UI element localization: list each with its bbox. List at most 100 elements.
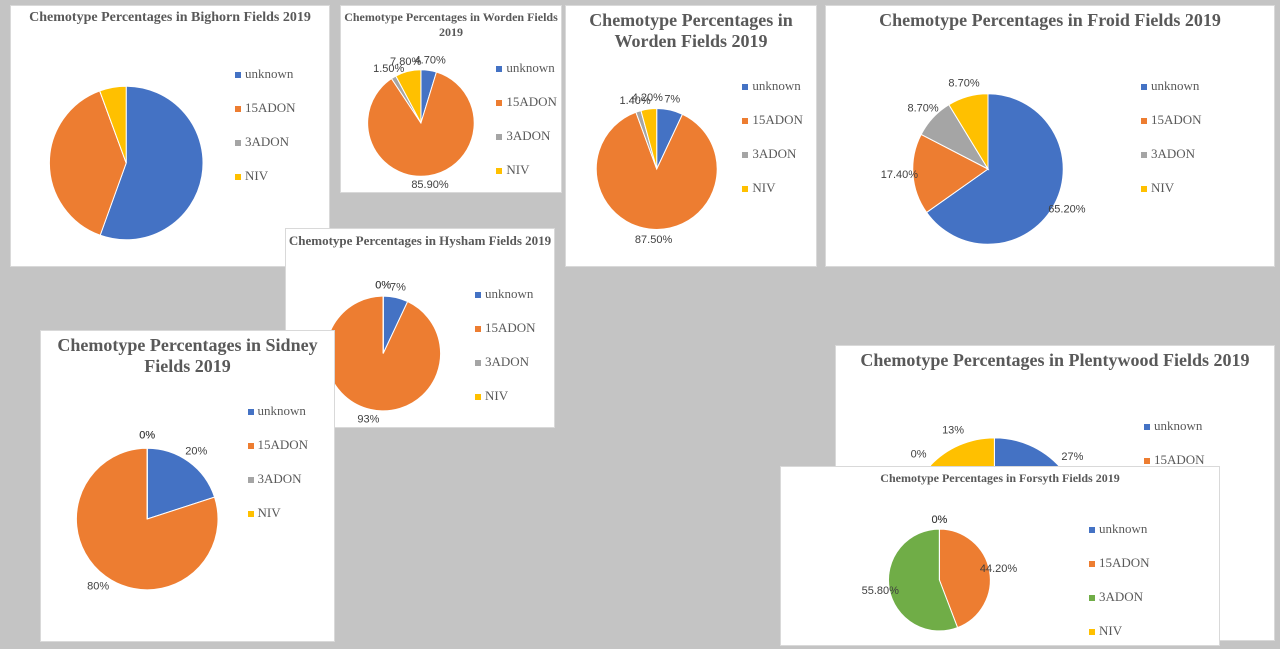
legend-label: 3ADON xyxy=(257,471,302,486)
legend: unknown 15ADON 3ADON NIV xyxy=(247,403,309,539)
pie-slice xyxy=(99,85,204,241)
legend-swatch xyxy=(1089,527,1095,534)
pie-chart: 7% 87.50% 1.40%4.20% xyxy=(595,92,718,246)
legend-swatch xyxy=(235,106,241,113)
chart-panel: 0% 44.20% 55.80% 0% unknown 15ADON 3ADON NIV Che… xyxy=(780,466,1220,646)
data-label: 20% xyxy=(185,445,207,457)
pie-slice xyxy=(925,93,1064,245)
legend-swatch xyxy=(247,409,254,416)
pie-slice xyxy=(48,90,127,236)
legend-swatch xyxy=(1141,84,1147,91)
data-label: 0% xyxy=(931,514,947,526)
data-label: 55.80% xyxy=(862,585,900,597)
legend-item: 15ADON xyxy=(1144,452,1205,468)
data-label: 80% xyxy=(87,580,109,592)
legend-item: NIV xyxy=(235,168,296,184)
legend-swatch xyxy=(475,326,481,333)
legend-swatch xyxy=(496,100,503,107)
legend-item: 3ADON xyxy=(247,471,309,487)
pie-slice xyxy=(948,93,989,171)
legend-item: unknown xyxy=(1089,521,1150,537)
legend-item: unknown xyxy=(235,66,296,82)
pie-slice xyxy=(595,111,718,230)
legend-label: unknown xyxy=(257,403,306,418)
legend-swatch xyxy=(1141,118,1147,125)
chart-panel: 20% 80% 0% 0% unknown 15ADON 3ADON NIV Chemotype… xyxy=(40,330,335,642)
legend-label: 3ADON xyxy=(1151,146,1196,161)
legend-item: 15ADON xyxy=(1141,112,1202,128)
legend-item: NIV xyxy=(475,388,536,404)
legend-swatch xyxy=(496,168,503,175)
legend-item: 15ADON xyxy=(496,94,557,110)
legend-label: unknown xyxy=(245,66,294,81)
legend-item: 3ADON xyxy=(1141,146,1202,162)
legend-item: 15ADON xyxy=(742,112,803,128)
data-label: 7.80% xyxy=(390,56,421,68)
legend-swatch xyxy=(247,477,254,484)
data-label: 0% xyxy=(375,280,391,292)
legend-label: NIV xyxy=(485,388,509,403)
legend: unknown 15ADON 3ADON NIV xyxy=(742,78,803,214)
pie-chart: 20%80%0%0% xyxy=(75,429,219,592)
data-label: 27% xyxy=(1061,451,1083,463)
data-label: 7% xyxy=(664,93,680,105)
legend-swatch xyxy=(235,72,241,79)
legend-label: NIV xyxy=(245,168,269,183)
legend-label: unknown xyxy=(752,78,801,93)
legend-label: 3ADON xyxy=(752,146,797,161)
legend-item: 15ADON xyxy=(235,100,296,116)
legend-label: 3ADON xyxy=(1099,589,1144,604)
data-label: 7% xyxy=(390,281,406,293)
legend-item: 3ADON xyxy=(1089,589,1150,605)
legend-label: unknown xyxy=(1151,78,1200,93)
chart-title: Chemotype Percentages in Worden Fields 2… xyxy=(589,10,793,51)
legend-label: 15ADON xyxy=(245,100,296,115)
legend-label: NIV xyxy=(506,162,530,177)
legend-label: unknown xyxy=(1099,521,1148,536)
data-label: 8.70% xyxy=(907,102,938,114)
pie-slice xyxy=(367,71,475,177)
legend: unknown 15ADON 3ADON NIV xyxy=(235,66,296,202)
legend-swatch xyxy=(1089,595,1095,602)
pie-slice xyxy=(99,85,127,164)
legend-item: 15ADON xyxy=(1089,555,1150,571)
pie-chart: 4.70% 85.90% 1.50%7.80% xyxy=(367,55,475,191)
legend-item: 3ADON xyxy=(496,128,557,144)
legend: unknown 15ADON 3ADON NIV xyxy=(496,60,557,192)
data-label: 17.40% xyxy=(881,169,919,181)
legend-swatch xyxy=(1141,186,1147,193)
data-label: 1.40% xyxy=(620,95,651,107)
legend-swatch xyxy=(496,134,503,141)
legend: unknown 15ADON 3ADON NIV xyxy=(1141,78,1202,214)
legend-swatch xyxy=(1144,424,1150,431)
data-label: 85.90% xyxy=(411,179,449,191)
pie-chart xyxy=(48,85,204,241)
legend-swatch xyxy=(1089,561,1095,568)
pie-slice xyxy=(912,133,989,214)
legend-swatch xyxy=(742,186,749,193)
legend-item: NIV xyxy=(496,162,557,178)
legend-label: NIV xyxy=(1151,180,1175,195)
legend-item: 3ADON xyxy=(475,354,536,370)
chart-title: Chemotype Percentages in Worden Fields 2… xyxy=(344,10,558,39)
legend-swatch xyxy=(235,140,241,147)
legend-swatch xyxy=(742,152,749,159)
legend-swatch xyxy=(475,292,481,299)
legend-item: unknown xyxy=(1144,418,1205,434)
data-label: 4.70% xyxy=(415,55,446,67)
data-label: 0% xyxy=(139,429,155,441)
legend-label: 3ADON xyxy=(485,354,530,369)
legend-item: NIV xyxy=(247,505,309,521)
chart-panel: 4.70% 85.90% 1.50% 7.80% unknown 15ADON 3ADON N… xyxy=(340,5,562,193)
pie-slice xyxy=(395,69,422,124)
legend-item: 3ADON xyxy=(742,146,803,162)
legend-label: 15ADON xyxy=(1154,452,1205,467)
legend-label: NIV xyxy=(257,505,281,520)
legend-label: 15ADON xyxy=(506,94,557,109)
legend: unknown 15ADON 3ADON NIV xyxy=(1089,521,1150,645)
data-label: 4.20% xyxy=(632,92,663,104)
legend-swatch xyxy=(475,394,481,401)
legend-label: 15ADON xyxy=(1099,555,1150,570)
legend-item: 15ADON xyxy=(247,437,308,453)
legend-item: unknown xyxy=(1141,78,1202,94)
